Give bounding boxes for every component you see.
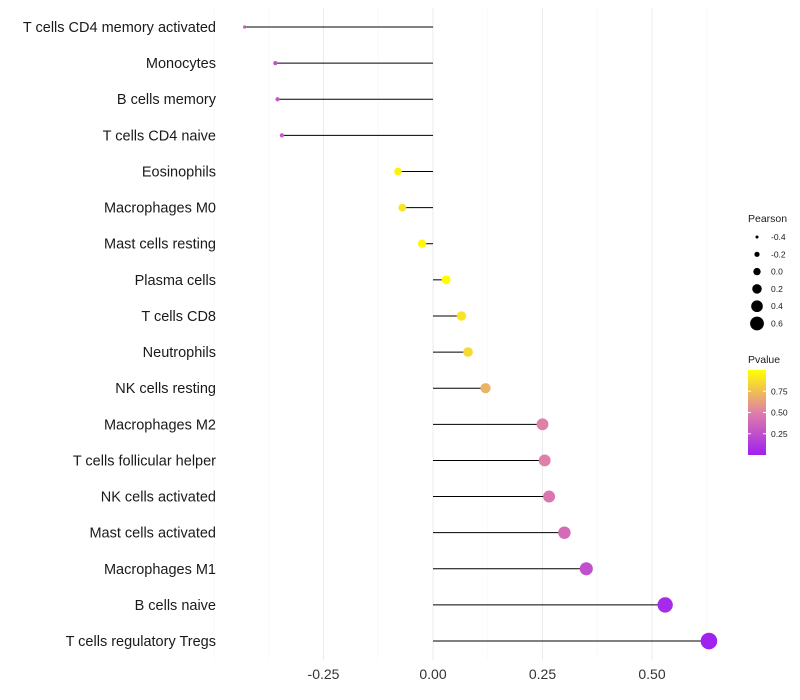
category-label: Mast cells activated — [89, 526, 216, 542]
category-label: Neutrophils — [143, 345, 216, 361]
lollipop-point — [700, 632, 718, 650]
category-label: T cells CD4 naive — [103, 128, 216, 144]
category-label: NK cells resting — [115, 381, 216, 397]
lollipop-point — [441, 275, 451, 285]
category-label: Plasma cells — [135, 273, 216, 289]
category-label: T cells regulatory Tregs — [66, 634, 216, 650]
legend-size-label: 0.6 — [771, 319, 783, 329]
lollipop-point — [558, 526, 571, 539]
lollipop-point — [273, 61, 278, 66]
legend-color-label: 0.25 — [771, 429, 788, 439]
category-label: B cells memory — [117, 92, 217, 108]
x-tick-label: 0.25 — [529, 666, 556, 682]
category-labels: T cells CD4 memory activated Monocytes B c… — [23, 20, 217, 650]
lollipop-point — [657, 597, 673, 613]
point-layer — [243, 25, 718, 650]
category-label: Macrophages M0 — [104, 201, 216, 217]
category-label: Macrophages M1 — [104, 562, 216, 578]
legend-color-label: 0.75 — [771, 386, 788, 396]
lollipop-point — [480, 383, 491, 394]
category-label: T cells follicular helper — [73, 453, 216, 469]
legend-size-label: -0.2 — [771, 249, 786, 259]
lollipop-point — [279, 133, 285, 138]
lollipop-point — [417, 239, 427, 248]
legend-size-label: 0.4 — [771, 301, 783, 311]
x-axis-tick-labels: -0.25 0.00 0.25 0.50 — [308, 666, 666, 682]
category-label: Macrophages M2 — [104, 417, 216, 433]
lollipop-point — [456, 311, 467, 321]
lollipop-point — [536, 418, 549, 431]
x-tick-label: -0.25 — [308, 666, 340, 682]
legend-size-key — [754, 251, 760, 257]
lollipop-point — [275, 97, 280, 102]
legend-size-key — [753, 267, 761, 276]
lollipop-point — [394, 167, 402, 176]
legend-size-label: 0.2 — [771, 284, 783, 294]
category-label: T cells CD8 — [141, 309, 216, 325]
lollipop-point — [243, 25, 247, 29]
legend-size-key — [751, 300, 763, 313]
lollipop-point — [538, 454, 551, 467]
category-label: Eosinophils — [142, 164, 216, 180]
lollipop-point — [543, 490, 556, 503]
category-label: B cells naive — [135, 598, 216, 614]
legend-pearson: Pearson -0.4 -0.2 0.0 0.2 0.4 0.6 — [748, 213, 787, 331]
legend-size-key — [752, 284, 762, 294]
x-tick-label: 0.00 — [419, 666, 446, 682]
category-label: T cells CD4 memory activated — [23, 20, 216, 36]
pvalue-colorbar — [748, 370, 766, 455]
x-tick-label: 0.50 — [638, 666, 665, 682]
lollipop-point — [398, 203, 407, 212]
legend-pearson-title: Pearson — [748, 213, 787, 225]
legend-pvalue: Pvalue 0.75 0.50 0.25 — [748, 354, 788, 455]
legend-size-key — [755, 235, 759, 239]
legend-size-label: -0.4 — [771, 232, 786, 242]
category-label: Monocytes — [146, 56, 216, 72]
legend-pvalue-title: Pvalue — [748, 354, 780, 366]
stem-layer — [244, 26, 709, 642]
grid-layer — [213, 8, 708, 660]
lollipop-point — [463, 347, 473, 357]
legend-size-key — [750, 316, 764, 331]
lollipop-point — [579, 562, 593, 576]
legend-color-label: 0.50 — [771, 408, 788, 418]
category-label: NK cells activated — [101, 490, 216, 506]
category-label: Mast cells resting — [104, 237, 216, 253]
legend-size-label: 0.0 — [771, 267, 783, 277]
